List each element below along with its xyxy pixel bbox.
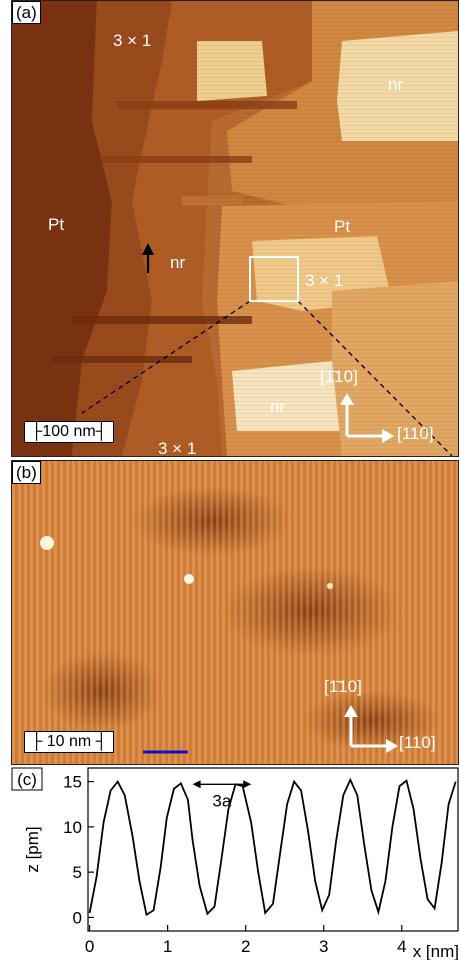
y-tick-label: 5 [73, 863, 82, 882]
x-tick-label: 4 [397, 937, 406, 956]
region-label-3x1-bottom: 3 × 1 [158, 439, 197, 457]
scalebar-a: ├100 nm┤ [24, 421, 115, 443]
direction-label-vertical-b: [1̄10] [324, 677, 362, 696]
stm-image-atomic: (b) ├ 10 nm ┤ [1̄10] [110] [11, 460, 459, 765]
region-label-nr-center: nr [170, 253, 186, 272]
stm-image-a [12, 1, 458, 456]
plot-frame [87, 767, 459, 932]
height-profile-chart: (c) 0 5 10 15 0 1 2 3 4 3a z [pm] x [nm] [11, 767, 459, 960]
stm-image-overview: (a) 3 × 1 nr Pt nr Pt 3 × 1 nr 3 × 1 ├10… [11, 0, 459, 457]
direction-label-horizontal-a: [110] [397, 424, 434, 443]
region-label-nr-bottom: nr [270, 397, 286, 416]
annotation-arrowhead-right [243, 780, 252, 789]
panel-a-label: (a) [12, 1, 41, 24]
region-label-pt-right: Pt [334, 217, 351, 236]
x-tick-label: 0 [85, 937, 94, 956]
y-tick-label: 0 [73, 908, 82, 927]
direction-label-horizontal-b: [110] [399, 733, 436, 752]
series-line-profile [88, 777, 457, 917]
panel-c-label: (c) [17, 770, 37, 789]
x-tick-label: 3 [319, 937, 328, 956]
direction-label-vertical-a: [1̄10] [320, 367, 358, 386]
x-axis-ticks: 0 1 2 3 4 [85, 925, 407, 956]
y-axis-label: z [pm] [23, 826, 42, 872]
annotation-arrowhead-left [192, 780, 201, 789]
x-tick-label: 1 [163, 937, 172, 956]
x-tick-label: 2 [241, 937, 250, 956]
region-label-pt-left: Pt [48, 215, 65, 234]
stm-image-b [12, 461, 458, 764]
panel-c-label-box [11, 767, 43, 791]
annotation-label: 3a [212, 791, 231, 810]
region-label-nr-top: nr [388, 75, 404, 94]
y-axis-ticks: 0 5 10 15 [63, 773, 94, 927]
annotation-period: 3a [192, 780, 252, 810]
y-tick-label: 10 [63, 818, 82, 837]
panel-b-label: (b) [12, 461, 41, 484]
region-label-3x1-box: 3 × 1 [305, 271, 344, 290]
y-tick-label: 15 [63, 773, 82, 792]
region-label-3x1-top: 3 × 1 [113, 31, 152, 50]
scalebar-b: ├ 10 nm ┤ [24, 731, 115, 753]
x-axis-label: x [nm] [413, 942, 459, 960]
